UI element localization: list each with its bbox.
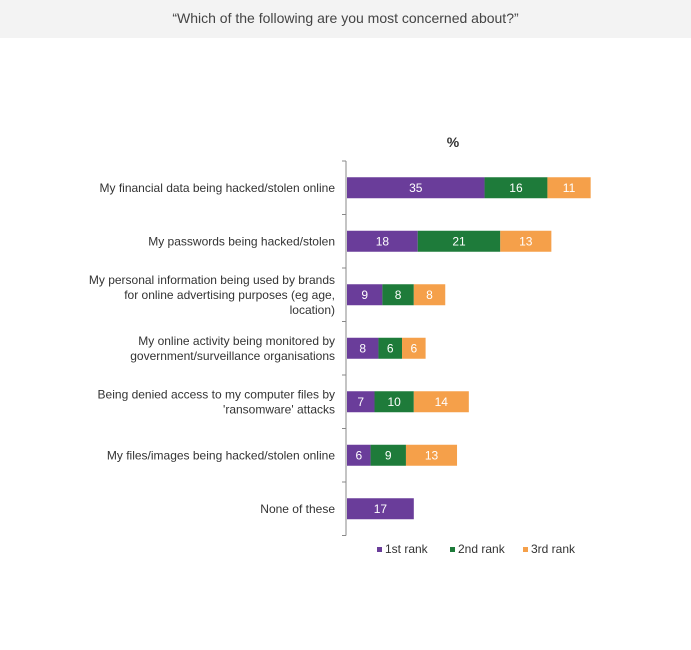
- category-label: Being denied access to my computer files…: [98, 387, 335, 416]
- bar-value-label: 8: [426, 288, 433, 302]
- bar-value-label: 9: [361, 288, 368, 302]
- bar-segment: [413, 284, 446, 306]
- bar-value-label: 6: [410, 341, 417, 355]
- bar-segment: [547, 177, 591, 199]
- category-label: My passwords being hacked/stolen: [148, 234, 335, 248]
- category-label: My files/images being hacked/stolen onli…: [107, 448, 335, 462]
- bar-group: 35 16 11 18 21 13 9 8 8 8 6 6 7 10 14 6 9 13 17: [347, 177, 591, 520]
- bar-value-label: 11: [563, 181, 576, 195]
- bar-value-label: 18: [376, 234, 390, 248]
- bar-segment: [347, 177, 485, 199]
- bar-value-label: 13: [425, 448, 439, 462]
- bar-value-label: 6: [387, 341, 394, 355]
- bar-value-label: 8: [359, 341, 366, 355]
- bar-value-label: 14: [435, 395, 449, 409]
- category-label: My financial data being hacked/stolen on…: [100, 181, 336, 195]
- legend-swatch: [450, 547, 455, 552]
- bar-segment: [378, 337, 403, 359]
- bar-segment: [382, 284, 414, 306]
- category-labels: My financial data being hacked/stolen on…: [89, 181, 335, 516]
- bar-segment: [347, 498, 414, 520]
- bar-segment: [402, 337, 426, 359]
- legend-label: 1st rank: [385, 542, 429, 556]
- legend-label: 2nd rank: [458, 542, 506, 556]
- bar-value-label: 7: [357, 395, 364, 409]
- bar-value-label: 6: [355, 448, 362, 462]
- category-label: None of these: [260, 502, 335, 516]
- category-label: My personal information being used by br…: [89, 273, 335, 317]
- category-label: My online activity being monitored by gov…: [130, 334, 335, 363]
- bar-value-label: 17: [374, 502, 388, 516]
- bar-segment: [347, 391, 375, 413]
- chart-legend: 1st rank 2nd rank 3rd rank: [377, 542, 576, 556]
- bar-segment: [374, 391, 414, 413]
- bar-value-label: 8: [395, 288, 402, 302]
- unit-label: %: [447, 134, 460, 150]
- bar-value-label: 16: [509, 181, 523, 195]
- bar-value-label: 9: [385, 448, 392, 462]
- bar-segment: [347, 284, 383, 306]
- bar-segment: [405, 444, 458, 466]
- bar-segment: [417, 230, 501, 252]
- legend-swatch: [523, 547, 528, 552]
- legend-label: 3rd rank: [531, 542, 576, 556]
- chart-axis: [342, 160, 347, 536]
- bar-segment: [347, 444, 371, 466]
- question-title: “Which of the following are you most con…: [172, 10, 519, 26]
- bar-segment: [347, 230, 418, 252]
- question-header: “Which of the following are you most con…: [0, 0, 691, 38]
- bar-segment: [370, 444, 406, 466]
- bar-value-label: 35: [409, 181, 423, 195]
- bar-segment: [413, 391, 469, 413]
- bar-segment: [347, 337, 379, 359]
- bar-value-label: 10: [387, 395, 401, 409]
- legend-swatch: [377, 547, 382, 552]
- bar-segment: [500, 230, 552, 252]
- bar-value-label: 21: [452, 234, 466, 248]
- bar-value-label: 13: [519, 234, 533, 248]
- bar-segment: [484, 177, 548, 199]
